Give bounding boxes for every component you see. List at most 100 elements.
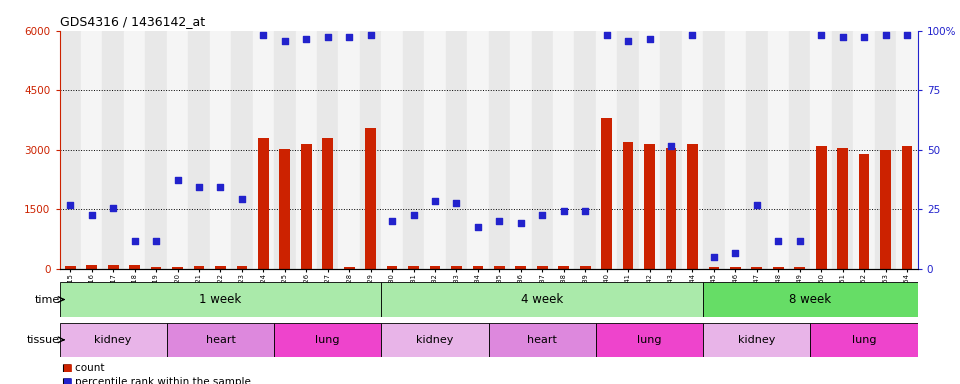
Bar: [130, 265, 140, 269]
Bar: [494, 266, 505, 269]
Point: [406, 212, 421, 218]
Point: [213, 184, 228, 190]
Point: [448, 200, 464, 207]
Bar: [768, 31, 789, 269]
Point: [106, 205, 121, 211]
Text: kidney: kidney: [94, 335, 132, 345]
Bar: [275, 31, 296, 269]
Point: [320, 34, 335, 40]
Bar: [687, 144, 698, 269]
Bar: [601, 118, 612, 269]
Bar: [445, 31, 468, 269]
Bar: [537, 266, 547, 269]
Bar: [553, 31, 574, 269]
Bar: [746, 31, 768, 269]
Bar: [623, 142, 634, 269]
Text: ■: ■: [62, 377, 72, 384]
Point: [835, 34, 851, 40]
Bar: [559, 266, 569, 269]
Text: 8 week: 8 week: [789, 293, 831, 306]
Bar: [344, 267, 354, 269]
Point: [642, 36, 658, 42]
Bar: [275, 323, 381, 357]
Point: [384, 218, 399, 224]
Bar: [596, 31, 617, 269]
Bar: [65, 266, 76, 269]
Bar: [489, 31, 510, 269]
Bar: [167, 323, 275, 357]
Text: kidney: kidney: [417, 335, 454, 345]
Bar: [365, 127, 376, 269]
Point: [856, 34, 872, 40]
Bar: [339, 31, 360, 269]
Bar: [703, 31, 725, 269]
Point: [599, 31, 614, 38]
Text: kidney: kidney: [738, 335, 776, 345]
Bar: [853, 31, 875, 269]
Bar: [296, 31, 317, 269]
Bar: [859, 154, 870, 269]
Point: [470, 224, 486, 230]
Bar: [451, 266, 462, 269]
Text: 4 week: 4 week: [521, 293, 564, 306]
Bar: [532, 31, 553, 269]
Point: [255, 31, 271, 38]
Bar: [789, 31, 810, 269]
Bar: [816, 146, 827, 269]
Point: [84, 212, 100, 218]
Bar: [424, 31, 445, 269]
Bar: [510, 31, 532, 269]
Point: [578, 208, 593, 214]
Point: [556, 208, 571, 214]
Point: [234, 196, 250, 202]
Point: [277, 38, 293, 44]
Point: [62, 202, 78, 209]
Bar: [209, 31, 231, 269]
Bar: [81, 31, 103, 269]
Bar: [773, 267, 783, 269]
Point: [363, 31, 378, 38]
Point: [191, 184, 206, 190]
Bar: [703, 323, 810, 357]
Bar: [381, 282, 703, 317]
Bar: [387, 266, 397, 269]
Bar: [381, 31, 403, 269]
Bar: [810, 323, 918, 357]
Point: [514, 220, 529, 226]
Bar: [880, 150, 891, 269]
Point: [342, 34, 357, 40]
Text: lung: lung: [852, 335, 876, 345]
Bar: [472, 266, 483, 269]
Point: [792, 238, 807, 244]
Bar: [360, 31, 381, 269]
Text: GDS4316 / 1436142_at: GDS4316 / 1436142_at: [60, 15, 204, 28]
Text: heart: heart: [205, 335, 235, 345]
Bar: [665, 148, 677, 269]
Bar: [516, 266, 526, 269]
Bar: [468, 31, 489, 269]
Point: [299, 36, 314, 42]
Text: ■ count: ■ count: [62, 363, 105, 373]
Point: [728, 250, 743, 256]
Bar: [167, 31, 188, 269]
Bar: [145, 31, 167, 269]
Point: [877, 31, 893, 38]
Point: [707, 254, 722, 260]
Bar: [644, 144, 655, 269]
Bar: [300, 144, 312, 269]
Bar: [580, 266, 590, 269]
Text: ■ percentile rank within the sample: ■ percentile rank within the sample: [62, 377, 252, 384]
Bar: [86, 265, 97, 269]
Bar: [194, 266, 204, 269]
Bar: [901, 146, 912, 269]
Bar: [151, 267, 161, 269]
Point: [170, 177, 185, 183]
Point: [427, 198, 443, 204]
Bar: [60, 31, 81, 269]
Bar: [172, 267, 183, 269]
Point: [771, 238, 786, 244]
Bar: [703, 282, 918, 317]
Bar: [730, 267, 741, 269]
Bar: [408, 266, 419, 269]
Point: [900, 31, 915, 38]
